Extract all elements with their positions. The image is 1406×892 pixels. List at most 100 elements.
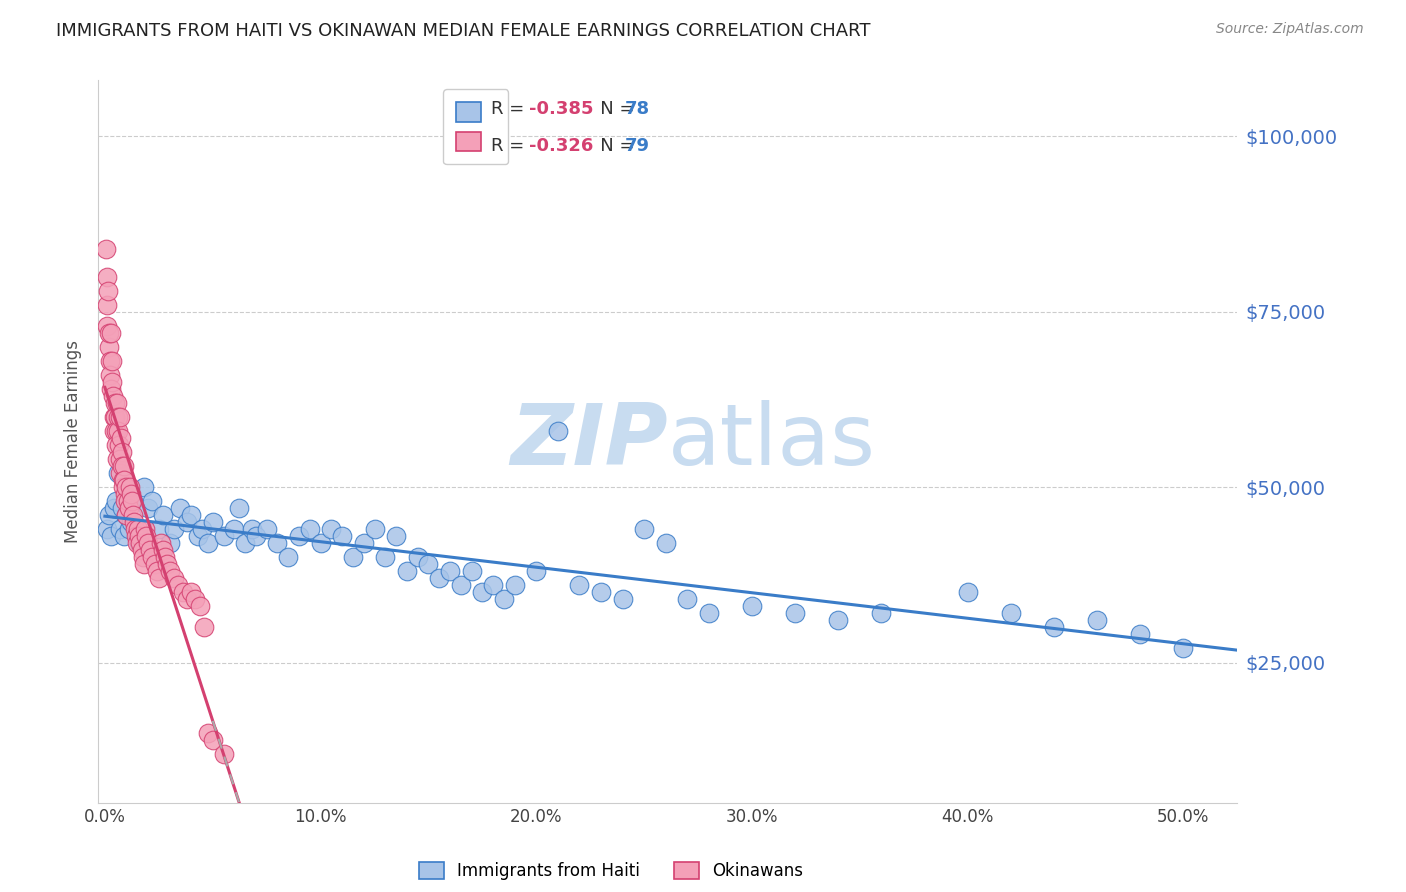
Text: -0.385: -0.385 — [530, 100, 593, 119]
Point — [298, 522, 321, 536]
Point — [460, 564, 482, 578]
Point — [1129, 627, 1152, 641]
Text: N =: N = — [583, 137, 640, 155]
Point — [471, 585, 494, 599]
Point — [176, 592, 198, 607]
Point — [132, 480, 155, 494]
Point — [321, 522, 343, 536]
Point — [104, 409, 127, 424]
Point — [224, 522, 246, 536]
Point — [124, 522, 146, 536]
Point — [96, 522, 118, 536]
Point — [145, 564, 167, 578]
Point — [112, 480, 135, 494]
Point — [100, 326, 122, 340]
Point — [104, 424, 127, 438]
Point — [136, 501, 159, 516]
Text: N =: N = — [583, 100, 640, 119]
Point — [96, 298, 118, 312]
Point — [191, 522, 214, 536]
Point — [115, 508, 138, 523]
Point — [159, 564, 181, 578]
Point — [125, 529, 148, 543]
Point — [342, 550, 364, 565]
Point — [418, 558, 440, 572]
Point — [105, 452, 128, 467]
Point — [169, 501, 191, 516]
Point — [127, 529, 149, 543]
Point — [108, 466, 131, 480]
Point — [785, 607, 807, 621]
Point — [139, 543, 162, 558]
Point — [122, 508, 145, 523]
Point — [245, 529, 267, 543]
Point — [492, 592, 515, 607]
Point — [363, 522, 385, 536]
Point — [228, 501, 250, 516]
Point — [111, 445, 134, 459]
Point — [128, 536, 150, 550]
Point — [107, 396, 129, 410]
Point — [450, 578, 472, 592]
Point — [110, 431, 132, 445]
Point — [103, 424, 125, 438]
Point — [128, 529, 150, 543]
Legend: Immigrants from Haiti, Okinawans: Immigrants from Haiti, Okinawans — [411, 854, 811, 888]
Point — [1043, 620, 1066, 634]
Point — [288, 529, 311, 543]
Point — [107, 424, 129, 438]
Point — [330, 529, 353, 543]
Point — [503, 578, 526, 592]
Point — [385, 529, 408, 543]
Y-axis label: Median Female Earnings: Median Female Earnings — [65, 340, 83, 543]
Point — [111, 459, 134, 474]
Point — [143, 558, 166, 572]
Point — [96, 318, 118, 333]
Point — [122, 494, 145, 508]
Point — [212, 747, 235, 761]
Point — [131, 550, 153, 565]
Point — [112, 459, 135, 474]
Point — [122, 515, 145, 529]
Point — [98, 326, 121, 340]
Point — [152, 508, 174, 523]
Point — [104, 494, 127, 508]
Point — [176, 515, 198, 529]
Point — [395, 564, 418, 578]
Point — [654, 536, 676, 550]
Point — [101, 354, 124, 368]
Point — [118, 480, 141, 494]
Point — [120, 487, 142, 501]
Point — [956, 585, 979, 599]
Point — [197, 536, 219, 550]
Point — [117, 501, 139, 516]
Text: IMMIGRANTS FROM HAITI VS OKINAWAN MEDIAN FEMALE EARNINGS CORRELATION CHART: IMMIGRANTS FROM HAITI VS OKINAWAN MEDIAN… — [56, 22, 870, 40]
Point — [827, 614, 849, 628]
Point — [870, 607, 893, 621]
Point — [97, 340, 120, 354]
Point — [741, 599, 763, 614]
Point — [111, 473, 134, 487]
Point — [148, 571, 170, 585]
Point — [193, 620, 215, 634]
Point — [1085, 614, 1108, 628]
Point — [197, 725, 219, 739]
Point — [108, 438, 131, 452]
Point — [201, 515, 224, 529]
Text: R =: R = — [492, 137, 530, 155]
Point — [233, 536, 256, 550]
Point — [524, 564, 547, 578]
Point — [180, 585, 202, 599]
Point — [111, 501, 134, 516]
Point — [374, 550, 396, 565]
Point — [96, 269, 118, 284]
Point — [547, 424, 569, 438]
Point — [127, 522, 149, 536]
Text: 79: 79 — [626, 137, 650, 155]
Point — [117, 522, 139, 536]
Point — [105, 438, 128, 452]
Point — [100, 529, 122, 543]
Point — [141, 494, 163, 508]
Point — [114, 494, 136, 508]
Point — [163, 571, 186, 585]
